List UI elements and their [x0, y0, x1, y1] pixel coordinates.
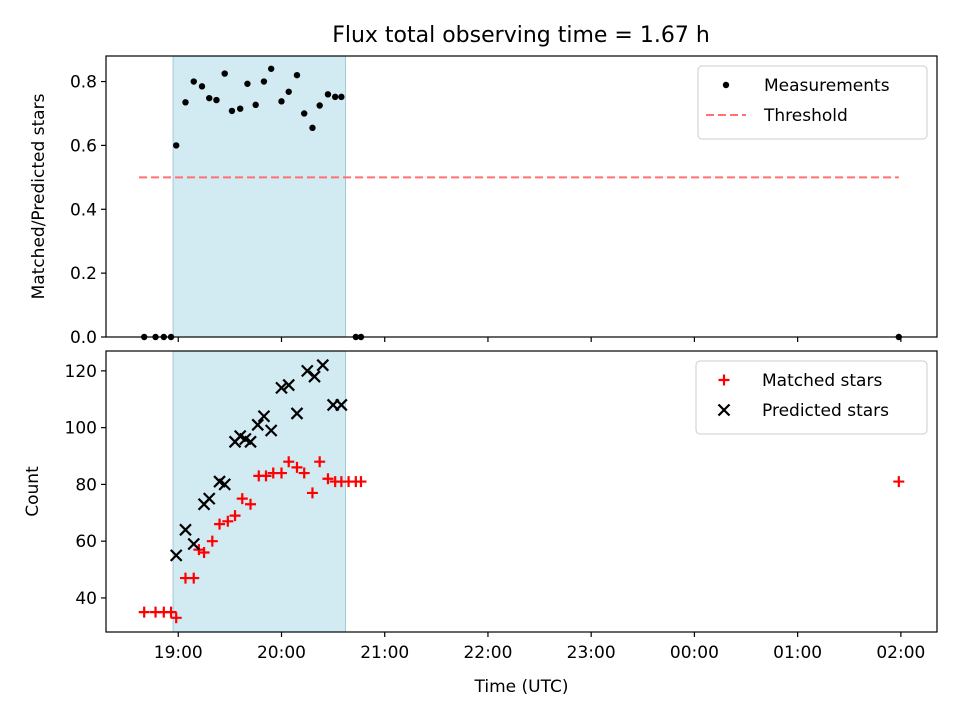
x-tick-label: 22:00 — [463, 643, 512, 663]
data-point — [301, 110, 308, 117]
data-point — [282, 378, 295, 392]
x-tick-label: 21:00 — [360, 643, 409, 663]
x-tick-label: 02:00 — [876, 643, 925, 663]
data-point — [322, 473, 334, 485]
axes-frame — [105, 350, 938, 633]
data-point — [202, 492, 216, 505]
data-point — [206, 94, 213, 102]
legend-marker — [717, 403, 731, 417]
data-point — [338, 93, 345, 101]
y-tick-label: 0.8 — [70, 73, 97, 93]
count-panel: 40 60 80 100 120 19:00 20:00 21:00 22:00 23:00 00:… — [23, 350, 938, 697]
data-point — [324, 91, 332, 98]
axes-frame — [105, 55, 938, 338]
y-axis-label: Count — [23, 466, 43, 517]
data-point — [198, 547, 210, 559]
data-point — [314, 456, 326, 468]
y-tick-label: 0.0 — [70, 328, 97, 348]
legend-box — [697, 65, 928, 140]
data-point — [252, 101, 259, 109]
data-point — [172, 142, 180, 149]
data-point — [893, 476, 905, 488]
ratio-panel: 0.0 0.2 0.4 0.6 0.8 Matched/Predicted stars Me… — [29, 55, 938, 348]
x-tick-label: 00:00 — [670, 643, 719, 663]
data-point — [228, 107, 236, 115]
y-tick-label: 100 — [65, 419, 97, 439]
data-point — [308, 370, 321, 383]
legend-label: Matched stars — [762, 371, 882, 391]
y-tick-label: 80 — [75, 475, 97, 495]
chart-title: Flux total observing time = 1.67 h — [332, 23, 710, 48]
data-point — [198, 83, 206, 90]
data-point — [236, 105, 244, 112]
legend-label: Measurements — [764, 76, 890, 96]
data-point — [306, 487, 318, 499]
data-point — [309, 124, 316, 132]
data-point — [251, 418, 265, 432]
observing-window-shade — [172, 350, 346, 633]
x-axis-label: Time (UTC) — [474, 677, 569, 697]
data-point — [275, 467, 287, 479]
data-point — [221, 70, 228, 77]
data-point — [213, 96, 220, 104]
data-point — [291, 461, 303, 473]
y-tick-label: 120 — [65, 362, 97, 382]
data-point — [206, 535, 218, 547]
x-tick-label: 23:00 — [567, 643, 616, 663]
data-point — [275, 381, 288, 395]
y-axis-label: Matched/Predicted stars — [29, 93, 49, 299]
data-point — [187, 537, 201, 551]
data-point — [285, 88, 292, 95]
legend-box — [695, 360, 928, 435]
legend: Measurements Threshold — [697, 65, 928, 140]
data-point — [182, 99, 189, 106]
y-tick-label: 0.2 — [70, 264, 97, 284]
data-point — [316, 102, 323, 109]
data-point — [188, 572, 200, 584]
legend: Matched stars Predicted stars — [695, 360, 928, 435]
data-point — [264, 424, 278, 437]
legend-label: Predicted stars — [762, 401, 889, 421]
x-tick-label: 01:00 — [773, 643, 822, 663]
data-point — [260, 470, 272, 482]
observing-window-shade — [172, 55, 346, 338]
data-point — [260, 78, 268, 85]
data-point — [169, 549, 183, 562]
data-point — [245, 498, 257, 510]
y-tick-label: 0.6 — [70, 136, 97, 156]
data-point — [190, 78, 197, 85]
data-point — [290, 407, 304, 420]
legend-marker — [722, 81, 730, 89]
data-point — [298, 467, 310, 479]
legend-marker — [718, 374, 730, 386]
data-point — [335, 398, 348, 412]
data-point — [229, 510, 241, 522]
data-point — [236, 493, 248, 505]
y-tick-label: 60 — [75, 532, 97, 552]
data-point — [170, 612, 182, 624]
data-point — [244, 435, 257, 449]
data-point — [222, 515, 234, 527]
data-point — [218, 478, 231, 491]
data-point — [316, 358, 330, 372]
y-tick-label: 0.4 — [70, 200, 97, 220]
data-point — [244, 80, 251, 87]
data-point — [257, 410, 271, 423]
x-tick-label: 20:00 — [257, 643, 306, 663]
data-point — [214, 518, 226, 530]
data-point — [179, 523, 192, 537]
data-point — [293, 71, 301, 79]
data-point — [283, 456, 295, 468]
legend-label: Threshold — [763, 106, 848, 126]
y-tick-label: 40 — [75, 589, 97, 609]
data-point — [278, 98, 285, 105]
data-point — [267, 65, 275, 72]
data-point — [331, 93, 339, 101]
data-point — [165, 606, 177, 618]
data-point — [138, 606, 150, 618]
x-tick-label: 19:00 — [154, 643, 203, 663]
data-point — [355, 476, 367, 488]
